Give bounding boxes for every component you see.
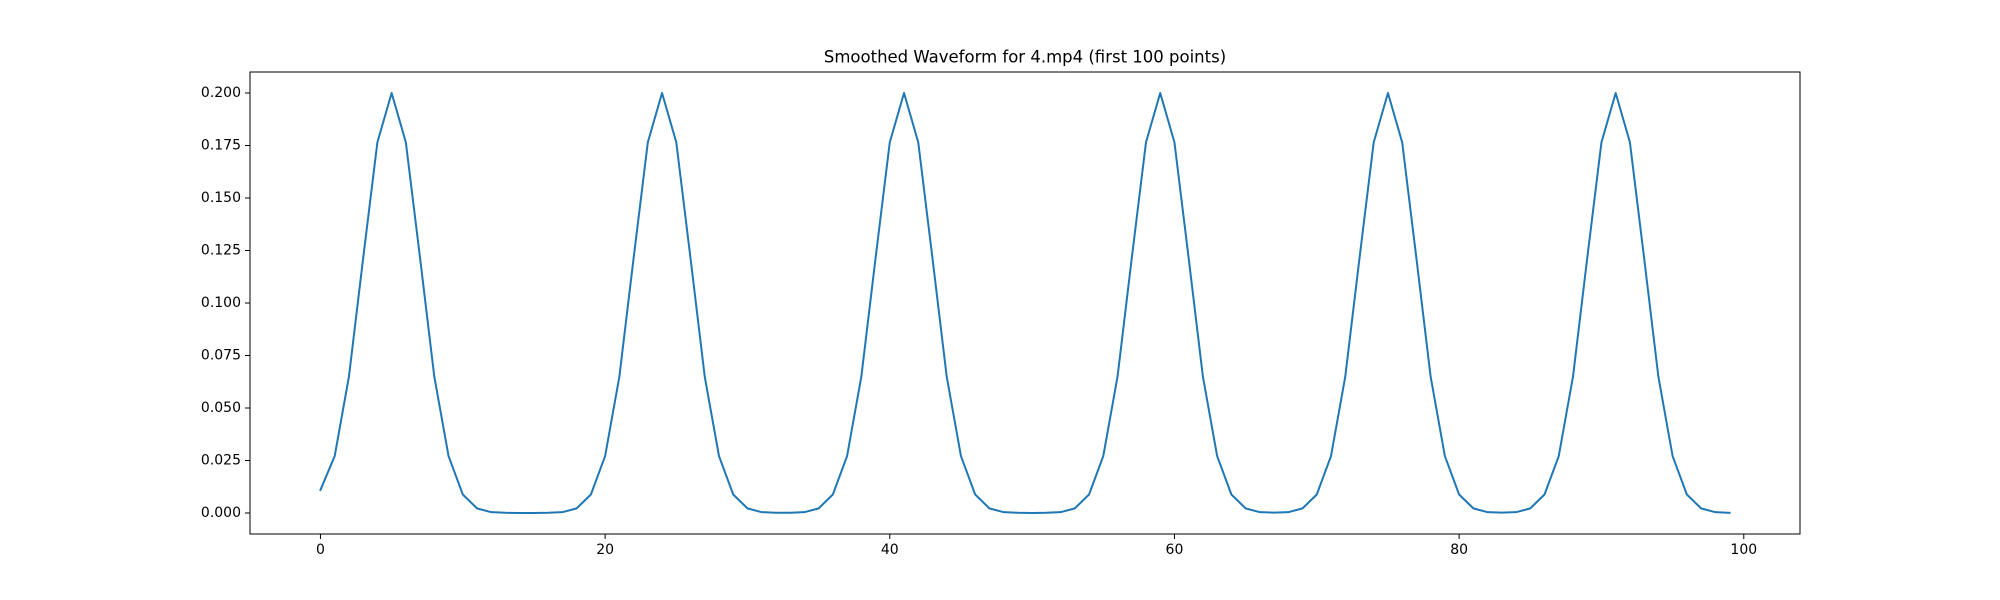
x-tick-label: 0 xyxy=(316,542,325,558)
y-tick-label: 0.100 xyxy=(201,295,241,311)
x-tick-label: 20 xyxy=(596,542,614,558)
x-tick-label: 60 xyxy=(1166,542,1184,558)
plot-frame xyxy=(249,71,1801,535)
y-tick-label: 0.200 xyxy=(201,85,241,101)
x-tick-label: 100 xyxy=(1730,542,1757,558)
y-tick-label: 0.125 xyxy=(201,243,241,259)
y-tick-label: 0.050 xyxy=(201,400,241,416)
y-tick-label: 0.025 xyxy=(201,453,241,469)
x-tick-label: 40 xyxy=(881,542,899,558)
y-tick-label: 0.175 xyxy=(201,138,241,154)
y-tick-label: 0.150 xyxy=(201,190,241,206)
data-line xyxy=(319,92,1731,514)
y-tick-label: 0.075 xyxy=(201,348,241,364)
x-tick-label: 80 xyxy=(1450,542,1468,558)
y-tick-label: 0.000 xyxy=(201,505,241,521)
chart-title: Smoothed Waveform for 4.mp4 (first 100 p… xyxy=(824,48,1226,67)
